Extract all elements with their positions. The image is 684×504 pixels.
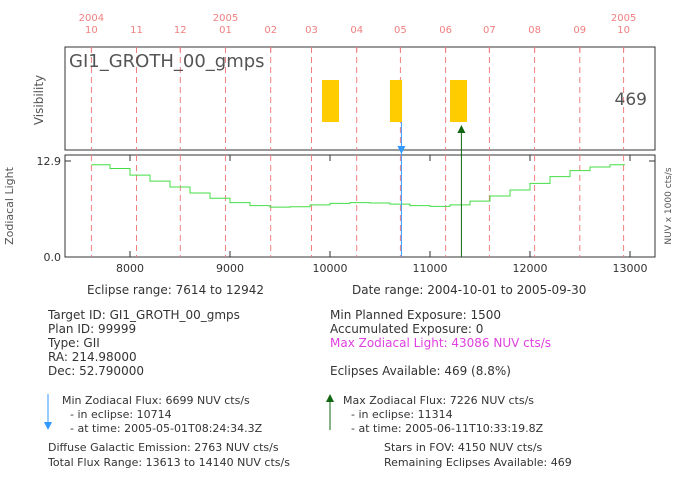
visibility-window-bar <box>390 80 402 122</box>
min-zodi-time: - at time: 2005-05-01T08:24:34.3Z <box>70 422 263 435</box>
target-id: Target ID: GI1_GROTH_00_gmps <box>48 308 240 322</box>
total-flux-range: Total Flux Range: 13613 to 14140 NUV cts… <box>48 456 290 469</box>
remaining-eclipses: Remaining Eclipses Available: 469 <box>384 456 572 469</box>
y-tick-label: 12.9 <box>37 155 62 168</box>
month-label: 10 <box>617 25 630 36</box>
eclipse-range-label: Eclipse range: 7614 to 12942 <box>87 283 265 297</box>
min-legend-arrow-icon <box>44 422 52 430</box>
month-label: 07 <box>483 25 496 36</box>
max-zodi-flux: Max Zodiacal Flux: 7226 NUV cts/s <box>343 394 535 407</box>
month-year-label: 2005 <box>213 13 238 24</box>
visibility-panel-frame <box>64 46 656 151</box>
target-name-label: GI1_GROTH_00_gmps <box>69 51 265 72</box>
month-label: 11 <box>130 25 143 36</box>
month-label: 02 <box>264 25 277 36</box>
date-range-label: Date range: 2004-10-01 to 2005-09-30 <box>352 283 587 297</box>
eclipses-available: Eclipses Available: 469 (8.8%) <box>330 364 511 378</box>
zodiacal-light-curve <box>91 163 625 208</box>
min-zodi-arrow-icon <box>397 146 406 154</box>
x-tick-label: 8000 <box>116 262 144 275</box>
month-label: 06 <box>439 25 452 36</box>
month-year-label: 2004 <box>79 13 104 24</box>
ra-value: RA: 214.98000 <box>48 350 137 364</box>
visibility-count: 469 <box>615 90 647 110</box>
stars-in-fov: Stars in FOV: 4150 NUV cts/s <box>384 441 543 454</box>
zodiacal-axis-label: Zodiacal Light <box>3 166 16 245</box>
max-zodiacal-light: Max Zodiacal Light: 43086 NUV cts/s <box>330 336 552 350</box>
x-tick-label: 9000 <box>216 262 244 275</box>
month-label: 04 <box>350 25 363 36</box>
x-tick-label: 10000 <box>313 262 348 275</box>
visibility-window-bar <box>450 80 467 122</box>
max-zodi-arrow-icon <box>457 125 466 133</box>
month-label: 01 <box>219 25 232 36</box>
zodiacal-panel-frame <box>64 154 656 258</box>
max-zodi-time: - at time: 2005-06-11T10:33:19.8Z <box>351 422 544 435</box>
plan-id: Plan ID: 99999 <box>48 322 137 336</box>
y-tick-label: 0.0 <box>44 251 62 264</box>
month-year-label: 2005 <box>611 13 636 24</box>
month-label: 03 <box>305 25 318 36</box>
accumulated-exposure: Accumulated Exposure: 0 <box>330 322 484 336</box>
x-tick-label: 12000 <box>513 262 548 275</box>
dec-value: Dec: 52.790000 <box>48 364 144 378</box>
max-zodi-eclipse: - in eclipse: 11314 <box>351 408 453 421</box>
x-tick-label: 13000 <box>613 262 648 275</box>
min-zodi-eclipse: - in eclipse: 10714 <box>70 408 172 421</box>
min-planned-exposure: Min Planned Exposure: 1500 <box>330 308 502 322</box>
x-tick-label: 11000 <box>413 262 448 275</box>
diffuse-galactic-emission: Diffuse Galactic Emission: 2763 NUV cts/… <box>48 441 279 454</box>
visibility-axis-label: Visibility <box>32 75 46 125</box>
max-legend-arrow-icon <box>326 394 334 402</box>
month-label: 08 <box>528 25 541 36</box>
nuv-axis-label: NUV x 1000 cts/s <box>664 167 674 244</box>
month-label: 09 <box>573 25 586 36</box>
visibility-window-bar <box>322 80 339 122</box>
month-label: 05 <box>394 25 407 36</box>
month-label: 12 <box>174 25 187 36</box>
min-zodi-flux: Min Zodiacal Flux: 6699 NUV cts/s <box>62 394 250 407</box>
target-type: Type: GII <box>48 336 100 350</box>
month-label: 10 <box>85 25 98 36</box>
